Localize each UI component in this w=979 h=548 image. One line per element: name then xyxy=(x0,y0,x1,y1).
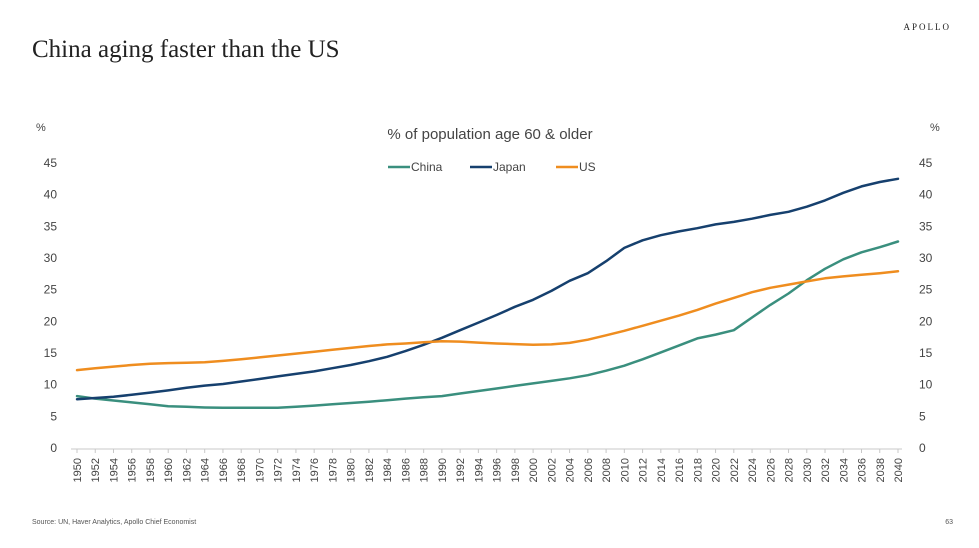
y-tick-label-right: 25 xyxy=(919,283,933,297)
y-tick-label-left: 15 xyxy=(44,346,58,360)
x-tick-label: 2018 xyxy=(692,458,704,482)
x-tick-label: 1970 xyxy=(254,458,266,482)
x-tick-label: 1956 xyxy=(127,458,139,482)
legend-item-us: US xyxy=(556,160,596,174)
y-axis-left: 0 5 10 15 20 25 30 35 40 45 xyxy=(44,156,58,455)
x-tick-label: 1966 xyxy=(218,458,230,482)
y-axis-unit-left: % xyxy=(36,122,46,134)
y-tick-label-left: 20 xyxy=(44,314,58,328)
x-tick-label: 2012 xyxy=(638,458,650,482)
x-tick-label: 2002 xyxy=(546,458,558,482)
x-tick-label: 2030 xyxy=(802,458,814,482)
y-axis-right: 0 5 10 15 20 25 30 35 40 45 xyxy=(919,156,933,455)
x-tick-label: 2024 xyxy=(747,458,759,482)
y-tick-label-right: 20 xyxy=(919,314,933,328)
y-tick-label-left: 40 xyxy=(44,188,58,202)
x-tick-label: 2040 xyxy=(893,458,905,482)
y-tick-label-left: 30 xyxy=(44,251,58,265)
x-tick-label: 1972 xyxy=(273,458,285,482)
x-tick-label: 2014 xyxy=(656,458,668,482)
x-tick-label: 2016 xyxy=(674,458,686,482)
x-tick-label: 2032 xyxy=(820,458,832,482)
legend-item-japan: Japan xyxy=(470,160,526,174)
series-lines xyxy=(75,177,900,410)
slide-title: China aging faster than the US xyxy=(32,36,340,63)
x-tick-label: 2006 xyxy=(583,458,595,482)
x-tick-label: 1992 xyxy=(455,458,467,482)
y-tick-label-left: 35 xyxy=(44,219,58,233)
series-line-us xyxy=(75,270,900,372)
x-tick-label: 1984 xyxy=(382,458,394,482)
x-tick-label: 1968 xyxy=(236,458,248,482)
x-tick-label: 1964 xyxy=(200,458,212,482)
y-tick-label-right: 35 xyxy=(919,219,933,233)
y-tick-label-left: 25 xyxy=(44,283,58,297)
x-axis: 1950 1952 1954 1956 1958 1960 1962 1964 1966 1968… xyxy=(72,449,905,482)
x-tick-label: 2026 xyxy=(765,458,777,482)
x-tick-label: 1990 xyxy=(437,458,449,482)
x-tick-label: 1974 xyxy=(291,458,303,482)
x-tick-label: 2008 xyxy=(601,458,613,482)
y-tick-label-right: 15 xyxy=(919,346,933,360)
x-tick-label: 2038 xyxy=(875,458,887,482)
x-tick-label: 2036 xyxy=(857,458,869,482)
y-axis-unit-right: % xyxy=(930,122,940,134)
x-tick-label: 1982 xyxy=(364,458,376,482)
legend-item-china: China xyxy=(388,160,443,174)
series-line-china xyxy=(75,240,900,410)
x-tick-label: 1978 xyxy=(327,458,339,482)
x-tick-label: 2004 xyxy=(565,458,577,482)
x-tick-label: 1950 xyxy=(72,458,84,482)
x-tick-label: 1958 xyxy=(145,458,157,482)
y-tick-label-left: 45 xyxy=(44,156,58,170)
x-tick-label: 2022 xyxy=(729,458,741,482)
legend-label: US xyxy=(579,160,596,174)
y-tick-label-right: 5 xyxy=(919,409,926,423)
source-note: Source: UN, Haver Analytics, Apollo Chie… xyxy=(32,519,197,526)
y-tick-label-right: 0 xyxy=(919,441,926,455)
y-tick-label-left: 5 xyxy=(50,409,57,423)
x-tick-label: 2000 xyxy=(528,458,540,482)
chart-title: % of population age 60 & older xyxy=(387,126,592,143)
chart-legend: China Japan US xyxy=(388,160,596,174)
y-tick-label-right: 40 xyxy=(919,188,933,202)
series-line-japan xyxy=(75,177,900,401)
x-tick-label: 2028 xyxy=(784,458,796,482)
x-tick-label: 1960 xyxy=(163,458,175,482)
x-tick-label: 1954 xyxy=(108,458,120,482)
y-tick-label-left: 0 xyxy=(50,441,57,455)
page-number: 63 xyxy=(945,519,953,526)
x-tick-label: 1962 xyxy=(181,458,193,482)
x-tick-label: 1976 xyxy=(309,458,321,482)
y-tick-label-right: 30 xyxy=(919,251,933,265)
legend-label: Japan xyxy=(493,160,526,174)
x-tick-label: 1986 xyxy=(400,458,412,482)
x-tick-label: 1998 xyxy=(510,458,522,482)
x-tick-label: 2020 xyxy=(711,458,723,482)
y-tick-label-left: 10 xyxy=(44,378,58,392)
x-tick-label: 1980 xyxy=(346,458,358,482)
x-tick-label: 1988 xyxy=(419,458,431,482)
brand-logo-text: APOLLO xyxy=(903,22,951,32)
x-tick-label: 1952 xyxy=(90,458,102,482)
x-tick-label: 1994 xyxy=(473,458,485,482)
x-tick-label: 2010 xyxy=(619,458,631,482)
x-tick-label: 2034 xyxy=(838,458,850,482)
legend-label: China xyxy=(411,160,443,174)
x-tick-label: 1996 xyxy=(492,458,504,482)
y-tick-label-right: 10 xyxy=(919,378,933,392)
y-tick-label-right: 45 xyxy=(919,156,933,170)
